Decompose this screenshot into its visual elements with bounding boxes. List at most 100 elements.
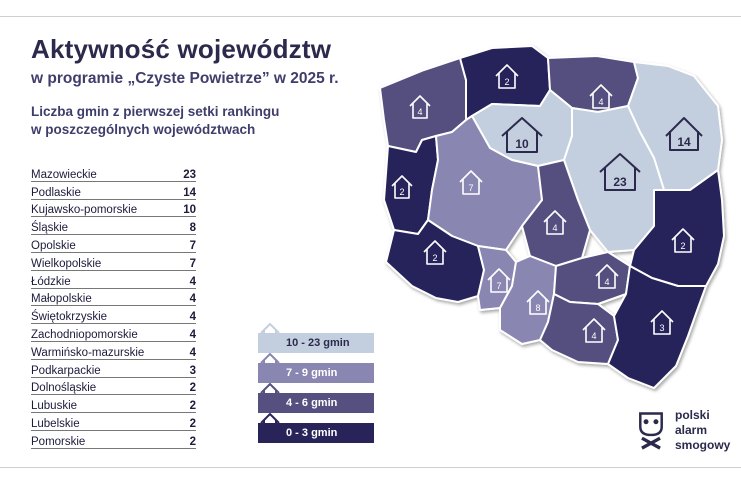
voivodeship-name: Kujawsko-pomorskie	[31, 204, 138, 217]
ranking-caption: Liczba gmin z pierwszej setki rankingu w…	[31, 103, 331, 139]
gmina-count: 7	[189, 239, 196, 252]
house-icon	[595, 264, 619, 289]
table-row: Kujawsko-pomorskie 10	[31, 200, 196, 218]
map-label-podlaskie: 14	[677, 135, 691, 149]
gmina-count: 23	[183, 168, 196, 181]
map-label-podkarpackie: 3	[659, 323, 664, 333]
map-label-lodzkie: 4	[552, 223, 557, 233]
table-row: Lubelskie 2	[31, 413, 196, 431]
map-label-zachodniopomorskie: 4	[417, 107, 422, 117]
table-row: Podlaskie 14	[31, 182, 196, 200]
voivodeship-name: Zachodniopomorskie	[31, 328, 138, 341]
map-label-malopolskie: 4	[591, 331, 596, 341]
house-icon	[543, 210, 567, 235]
gmina-count: 14	[183, 186, 196, 199]
legend-swatch: 7 - 9 gmin	[258, 363, 374, 383]
voivodeship-name: Małopolskie	[31, 293, 92, 306]
legend-swatch: 0 - 3 gmin	[258, 423, 374, 443]
house-icon	[260, 352, 280, 373]
table-row: Opolskie 7	[31, 235, 196, 253]
house-icon	[260, 412, 280, 433]
map-label-dolnoslaskie: 2	[432, 253, 437, 263]
table-row: Wielkopolskie 7	[31, 253, 196, 271]
gmina-count: 10	[183, 204, 196, 217]
house-icon	[409, 95, 431, 119]
table-row: Dolnośląskie 2	[31, 378, 196, 396]
table-row: Lubuskie 2	[31, 395, 196, 414]
map-label-kujawsko-pomorskie: 10	[515, 137, 529, 151]
table-row: Warmińsko-mazurskie 4	[31, 342, 196, 360]
house-icon	[391, 175, 413, 199]
bottom-divider	[0, 467, 741, 468]
house-icon	[260, 322, 280, 343]
gas-mask-icon	[639, 412, 663, 450]
voivodeship-name: Pomorskie	[31, 435, 86, 448]
house-icon	[495, 64, 519, 89]
voivodeship-name: Opolskie	[31, 239, 76, 252]
gmina-count: 2	[189, 400, 196, 413]
gmina-count: 4	[189, 293, 196, 306]
gmina-count: 4	[189, 346, 196, 359]
logo-line-1: polski	[675, 408, 710, 422]
house-icon	[459, 170, 483, 195]
table-row: Zachodniopomorskie 4	[31, 324, 196, 342]
logo-line-3: smogowy	[675, 438, 731, 452]
map-label-swietokrzyskie: 4	[604, 277, 609, 287]
voivodeship-name: Warmińsko-mazurskie	[31, 346, 145, 359]
table-row: Świętokrzyskie 4	[31, 306, 196, 325]
table-row: Podkarpackie 3	[31, 360, 196, 378]
voivodeship-name: Mazowieckie	[31, 168, 97, 181]
gmina-count: 4	[189, 328, 196, 341]
logo-text: polski alarm smogowy	[675, 408, 730, 453]
house-icon	[589, 84, 613, 109]
legend-swatch: 10 - 23 gmin	[258, 333, 374, 353]
map-legend: 10 - 23 gmin 7 - 9 gmin 4 - 6 gmin 0 - 3…	[258, 322, 374, 453]
poland-voivodeship-map: 4 2 4 10 14 23 2 7 4 2 2 7 8 4 4 3	[379, 45, 725, 389]
voivodeship-name: Łódzkie	[31, 275, 71, 288]
map-label-lubelskie: 2	[680, 241, 685, 251]
legend-label: 10 - 23 gmin	[286, 337, 350, 349]
ranking-table: Mazowieckie 23 Podlaskie 14 Kujawsko-pomor…	[31, 164, 196, 449]
caption-line-1: Liczba gmin z pierwszej setki rankingu	[31, 104, 280, 119]
legend-item: 4 - 6 gmin	[258, 382, 374, 413]
map-label-mazowieckie: 23	[613, 175, 627, 189]
logo-line-2: alarm	[675, 423, 708, 437]
map-label-wielkopolskie: 7	[468, 183, 473, 193]
map-label-lubuskie: 2	[399, 187, 404, 197]
voivodeship-name: Lubelskie	[31, 417, 80, 430]
house-icon	[423, 240, 447, 265]
voivodeship-name: Dolnośląskie	[31, 382, 97, 395]
region-malopolskie	[539, 293, 619, 365]
voivodeship-name: Wielkopolskie	[31, 257, 102, 270]
gmina-count: 4	[189, 311, 196, 324]
gmina-count: 7	[189, 257, 196, 270]
house-icon	[671, 228, 695, 253]
voivodeship-name: Podlaskie	[31, 186, 81, 199]
house-icon	[501, 117, 543, 153]
polski-alarm-smogowy-logo: polski alarm smogowy	[633, 408, 739, 458]
house-icon	[487, 268, 511, 293]
legend-label: 7 - 9 gmin	[286, 367, 338, 379]
legend-item: 7 - 9 gmin	[258, 352, 374, 383]
gmina-count: 3	[189, 364, 196, 377]
region-podkarpackie	[607, 265, 707, 389]
map-label-slaskie: 8	[535, 303, 540, 313]
table-row: Mazowieckie 23	[31, 164, 196, 182]
gmina-count: 8	[189, 222, 196, 235]
house-icon	[650, 310, 674, 335]
legend-label: 0 - 3 gmin	[286, 427, 338, 439]
gmina-count: 2	[189, 382, 196, 395]
gmina-count: 2	[189, 417, 196, 430]
page-subtitle: w programie „Czyste Powietrze” w 2025 r.	[31, 70, 339, 87]
table-row: Pomorskie 2	[31, 431, 196, 449]
caption-line-2: w poszczególnych województwach	[31, 122, 256, 137]
legend-swatch: 4 - 6 gmin	[258, 393, 374, 413]
house-icon	[260, 382, 280, 403]
top-divider	[0, 16, 741, 17]
voivodeship-name: Świętokrzyskie	[31, 311, 108, 324]
voivodeship-name: Śląskie	[31, 222, 69, 235]
map-label-warminsko-mazurskie: 4	[598, 97, 603, 107]
table-row: Małopolskie 4	[31, 289, 196, 307]
map-label-pomorskie: 2	[504, 77, 509, 87]
voivodeship-name: Lubuskie	[31, 400, 78, 413]
